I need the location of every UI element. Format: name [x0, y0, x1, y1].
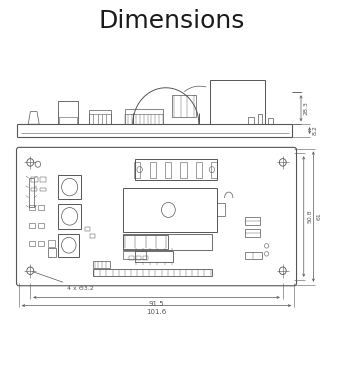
Text: 8.2: 8.2 — [312, 126, 318, 135]
Bar — [196, 162, 202, 178]
Bar — [29, 205, 35, 210]
Bar — [245, 217, 260, 225]
Bar — [58, 234, 79, 256]
Text: 101.6: 101.6 — [147, 309, 166, 315]
Bar — [29, 223, 35, 228]
Bar — [93, 261, 110, 268]
Bar — [85, 227, 90, 231]
Bar — [123, 188, 217, 232]
Bar — [123, 235, 168, 249]
Bar — [48, 240, 55, 247]
Bar — [58, 102, 78, 124]
Text: 28.3: 28.3 — [304, 101, 309, 115]
Text: 50.8: 50.8 — [307, 210, 312, 224]
Bar — [245, 252, 262, 259]
Text: 4 x Θ3.2: 4 x Θ3.2 — [33, 272, 94, 291]
Bar — [134, 162, 140, 178]
Bar — [59, 117, 77, 124]
Bar — [38, 205, 44, 210]
Bar — [38, 223, 44, 228]
Text: 91.5: 91.5 — [149, 301, 164, 307]
Bar — [29, 241, 35, 246]
Bar — [245, 229, 260, 237]
Bar — [58, 175, 81, 199]
Bar — [29, 178, 34, 207]
Bar — [129, 256, 134, 260]
Text: 61: 61 — [317, 213, 322, 220]
Bar — [180, 162, 186, 178]
Bar — [210, 80, 265, 124]
Bar — [125, 109, 163, 124]
Bar — [136, 256, 141, 260]
Text: Dimensions: Dimensions — [99, 9, 245, 33]
Bar — [58, 204, 81, 228]
Bar — [150, 162, 156, 178]
Bar — [40, 188, 46, 191]
Bar — [90, 234, 95, 238]
Bar — [38, 241, 44, 246]
Bar — [123, 234, 212, 250]
Bar — [48, 248, 56, 256]
Bar — [31, 188, 37, 191]
Bar — [248, 117, 254, 124]
Bar — [258, 114, 262, 124]
Bar — [211, 162, 217, 178]
Bar — [40, 177, 46, 182]
Bar — [135, 159, 217, 180]
Bar — [172, 95, 195, 117]
Bar — [268, 118, 273, 124]
Bar — [89, 110, 111, 124]
Bar — [93, 269, 212, 276]
Bar — [31, 177, 38, 182]
Bar — [123, 251, 146, 259]
Bar — [143, 256, 148, 260]
Bar — [165, 162, 171, 178]
Bar — [135, 251, 173, 262]
